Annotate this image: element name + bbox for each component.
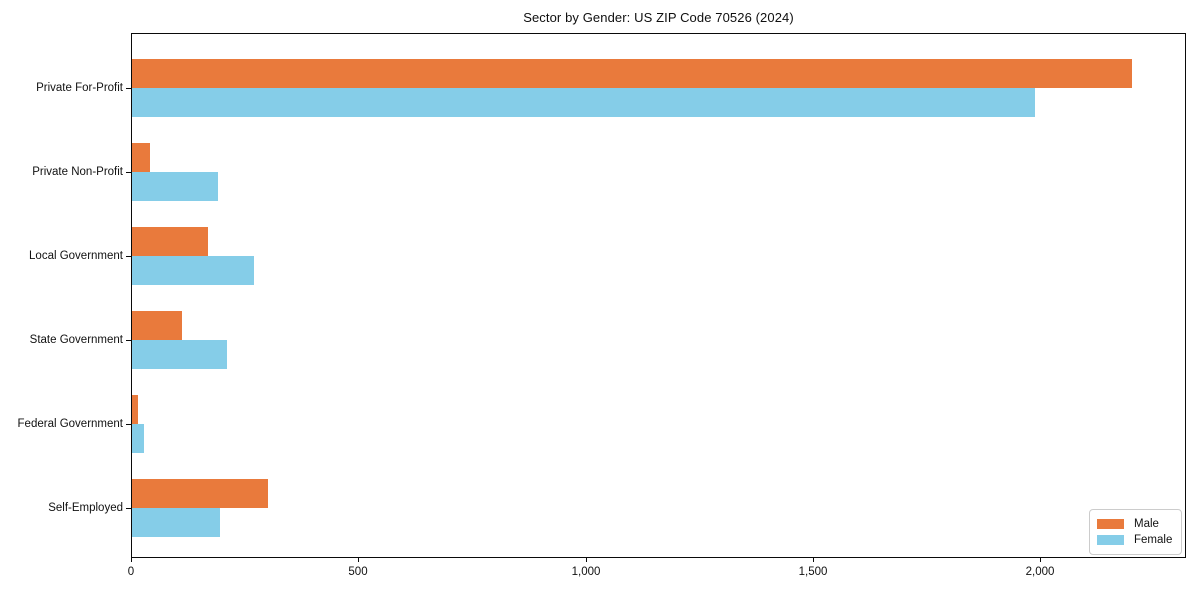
- legend: Male Female: [1089, 509, 1182, 555]
- male-bar: [132, 227, 208, 256]
- male-bar: [132, 479, 268, 508]
- y-axis-category-label: State Government: [29, 334, 123, 346]
- y-tick-mark: [126, 508, 131, 509]
- legend-label: Male: [1134, 518, 1159, 530]
- plot-area: [131, 33, 1186, 558]
- x-tick-mark: [131, 558, 132, 562]
- male-bar: [132, 395, 138, 424]
- x-tick-mark: [358, 558, 359, 562]
- female-bar: [132, 424, 144, 453]
- y-tick-mark: [126, 172, 131, 173]
- legend-swatch-male-icon: [1097, 519, 1124, 529]
- y-tick-mark: [126, 340, 131, 341]
- x-tick-label: 0: [127, 566, 135, 578]
- x-tick-mark: [1040, 558, 1041, 562]
- legend-item-male: Male: [1097, 516, 1173, 532]
- y-axis-category-label: Private For-Profit: [36, 82, 123, 94]
- x-tick-label: 2,000: [1025, 566, 1055, 578]
- female-bar: [132, 172, 218, 201]
- y-axis-category-label: Self-Employed: [48, 502, 123, 514]
- female-bar: [132, 340, 227, 369]
- x-tick-mark: [586, 558, 587, 562]
- x-tick-label: 1,500: [798, 566, 828, 578]
- male-bar: [132, 59, 1132, 88]
- male-bar: [132, 143, 150, 172]
- x-tick-label: 500: [348, 566, 368, 578]
- legend-swatch-female-icon: [1097, 535, 1124, 545]
- y-axis-category-label: Private Non-Profit: [32, 166, 123, 178]
- x-tick-mark: [813, 558, 814, 562]
- legend-label: Female: [1134, 534, 1173, 546]
- y-tick-mark: [126, 256, 131, 257]
- y-tick-mark: [126, 424, 131, 425]
- female-bar: [132, 88, 1035, 117]
- chart-title: Sector by Gender: US ZIP Code 70526 (202…: [523, 10, 794, 25]
- y-tick-mark: [126, 88, 131, 89]
- x-tick-label: 1,000: [571, 566, 601, 578]
- y-axis-category-label: Local Government: [29, 250, 123, 262]
- legend-item-female: Female: [1097, 532, 1173, 548]
- y-axis-category-label: Federal Government: [17, 418, 123, 430]
- female-bar: [132, 256, 254, 285]
- female-bar: [132, 508, 220, 537]
- male-bar: [132, 311, 182, 340]
